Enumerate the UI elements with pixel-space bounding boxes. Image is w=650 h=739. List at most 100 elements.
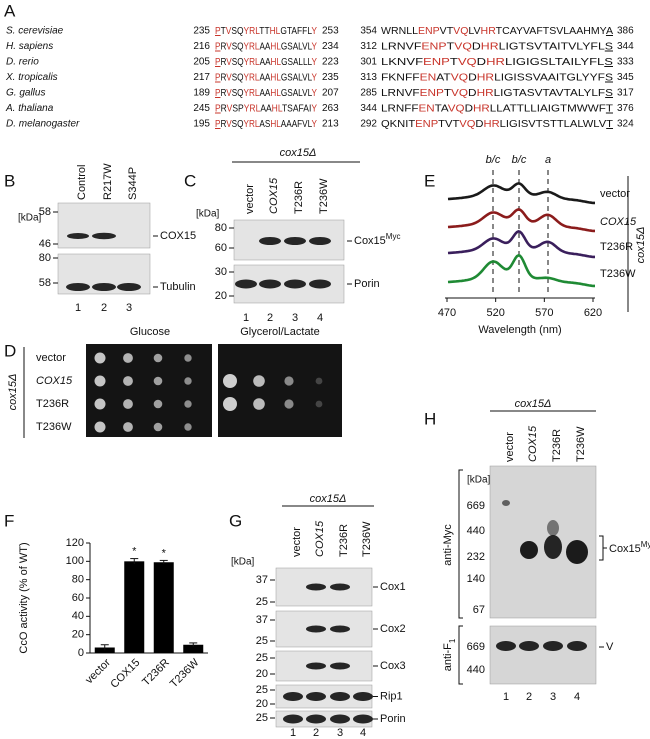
residue: A — [503, 103, 511, 114]
position: 235 — [322, 72, 339, 83]
residue: S — [605, 41, 614, 52]
band — [330, 583, 350, 591]
sequence: LR N V FE N P TV Q D H R LIG TS V TA ITV LY FLS — [381, 41, 613, 52]
band — [544, 535, 562, 559]
residue: A — [265, 57, 271, 68]
marker: 60 — [215, 242, 227, 254]
colony — [223, 397, 237, 411]
residue: L — [578, 88, 585, 99]
sequence: PRVSQYRLAAHLGSALVLY — [215, 72, 317, 83]
residue: F — [302, 26, 307, 37]
residue: Q — [460, 26, 468, 37]
residue: L — [574, 57, 582, 68]
residue: V — [406, 57, 415, 68]
residue: V — [226, 72, 232, 83]
lane-label: T236R — [338, 524, 350, 557]
residue: L — [298, 88, 303, 99]
residue: L — [255, 26, 260, 37]
residue: T — [543, 88, 550, 99]
residue: R — [220, 88, 226, 99]
unit: [kDa] — [18, 213, 42, 224]
band-label: Porin — [380, 713, 406, 725]
residue: T — [543, 26, 549, 37]
residue: V — [226, 88, 232, 99]
residue: S — [527, 88, 535, 99]
residue: L — [277, 57, 282, 68]
residue: A — [576, 26, 583, 37]
marker: 37 — [256, 574, 268, 586]
bracket — [458, 625, 463, 685]
residue: V — [302, 119, 308, 130]
residue: A — [529, 26, 536, 37]
residue: K — [390, 119, 398, 130]
residue: F — [297, 119, 302, 130]
residue: T — [550, 119, 557, 130]
residue: L — [548, 57, 556, 68]
residue: V — [534, 41, 543, 52]
residue: S — [231, 26, 237, 37]
residue: P — [215, 103, 221, 114]
residue: L — [412, 26, 418, 37]
residue: H — [481, 26, 489, 37]
residue: T — [287, 26, 292, 37]
colony — [123, 376, 133, 386]
residue: G — [567, 72, 577, 83]
residue: V — [556, 88, 564, 99]
residue: L — [308, 88, 313, 99]
residue: L — [255, 57, 260, 68]
residue: E — [418, 26, 425, 37]
colony — [284, 399, 294, 409]
residue: Q — [237, 88, 244, 99]
colony — [123, 353, 133, 363]
lane-number: 1 — [290, 727, 296, 739]
residue: Y — [590, 72, 598, 83]
residue: A — [303, 103, 309, 114]
species: D. melanogaster — [6, 119, 80, 130]
peak-label: a — [545, 154, 551, 166]
brace — [599, 535, 607, 561]
residue: A — [265, 41, 271, 52]
residue: A — [293, 57, 299, 68]
band-label: Cox2 — [380, 623, 406, 635]
residue: I — [501, 72, 504, 83]
lane-label: T236R — [293, 181, 305, 214]
residue: L — [381, 57, 389, 68]
band — [309, 237, 331, 245]
band-label: Porin — [354, 278, 380, 290]
residue: L — [276, 41, 281, 52]
residue: R — [220, 119, 226, 130]
species: G. gallus — [6, 88, 45, 99]
residue: A — [549, 41, 558, 52]
trace-label: vector — [600, 188, 630, 200]
trace-label: COX15 — [600, 216, 637, 228]
lane-number: 2 — [526, 691, 532, 703]
residue: S — [521, 119, 529, 130]
residue: T — [542, 41, 549, 52]
residue: S — [604, 57, 613, 68]
sequence: PTVSQYRLTTHLGTAFFLY — [215, 26, 317, 37]
residue: L — [308, 119, 313, 130]
residue: L — [496, 103, 503, 114]
residue: S — [232, 88, 238, 99]
colony — [153, 422, 163, 432]
residue: A — [548, 72, 556, 83]
residue: A — [266, 103, 272, 114]
band — [502, 500, 510, 506]
position: 207 — [322, 88, 339, 99]
position: 376 — [617, 103, 634, 114]
residue: P — [215, 119, 221, 130]
residue: A — [281, 119, 287, 130]
band — [306, 583, 326, 591]
residue: S — [540, 57, 549, 68]
sequence: QKNITENPTVTVQDHRLIGISVTSTTLALWLVT — [381, 119, 613, 130]
band-label: Cox15Myc — [354, 232, 400, 247]
sequence: PRVSQYRLASHLAAAFVLY — [215, 119, 317, 130]
residue: T — [438, 119, 445, 130]
residue: Q — [381, 119, 390, 130]
colony — [253, 398, 265, 410]
residue: F — [404, 103, 411, 114]
residue: P — [441, 57, 450, 68]
residue: L — [298, 57, 303, 68]
residue: A — [606, 26, 613, 37]
residue: T — [559, 72, 566, 83]
